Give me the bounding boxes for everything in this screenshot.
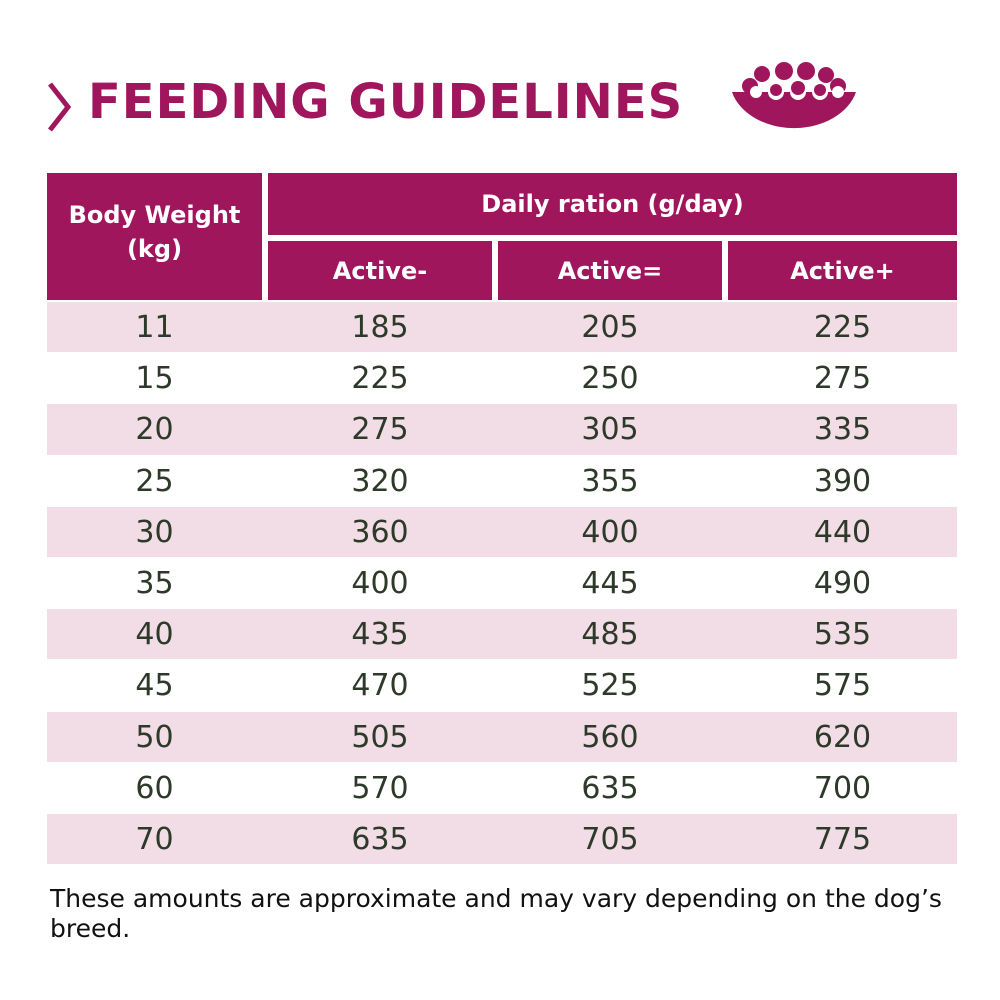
column-header: Active+ <box>728 241 957 300</box>
column-header: Body Weight (kg) <box>47 173 262 300</box>
ration-cell: 185 <box>351 310 409 346</box>
weight-cell: 70 <box>135 822 174 858</box>
ration-cell: 570 <box>351 770 409 806</box>
ration-cell: 490 <box>813 566 872 602</box>
weight-cell: 45 <box>135 668 174 704</box>
ration-cell: 320 <box>351 463 409 499</box>
weight-cell: 60 <box>135 770 174 806</box>
group-header: Daily ration (g/day) <box>268 173 957 235</box>
weight-cell: 40 <box>135 617 174 653</box>
footnote: These amounts are approximate and may va… <box>50 884 942 943</box>
weight-cell: 50 <box>135 719 174 755</box>
ration-cell: 635 <box>581 770 639 806</box>
weight-cell: 11 <box>135 310 174 346</box>
ration-cell: 525 <box>581 668 639 704</box>
ration-cell: 700 <box>813 770 872 806</box>
column-header: Active= <box>498 241 722 300</box>
column-header: Active- <box>268 241 492 300</box>
weight-cell: 35 <box>135 566 174 602</box>
ration-cell: 445 <box>581 566 639 602</box>
ration-cell: 535 <box>813 617 872 653</box>
title: FEEDING GUIDELINES <box>88 74 684 130</box>
weight-cell: 20 <box>135 412 174 448</box>
ration-cell: 225 <box>813 310 872 346</box>
ration-cell: 440 <box>813 514 872 550</box>
row-band <box>47 404 957 455</box>
ration-cell: 305 <box>581 412 639 448</box>
row-band <box>47 609 957 660</box>
ration-cell: 560 <box>581 719 639 755</box>
row-band <box>47 302 957 353</box>
bowl-icon <box>732 62 856 129</box>
ration-cell: 505 <box>351 719 409 755</box>
row-band <box>47 506 957 557</box>
ration-cell: 435 <box>351 617 409 653</box>
ration-cell: 335 <box>813 412 872 448</box>
ration-cell: 275 <box>813 361 872 397</box>
ration-cell: 250 <box>581 361 639 397</box>
ration-cell: 205 <box>581 310 639 346</box>
ration-cell: 400 <box>351 566 409 602</box>
ration-cell: 390 <box>813 463 872 499</box>
weight-cell: 30 <box>135 514 174 550</box>
ration-cell: 355 <box>581 463 639 499</box>
row-band <box>47 814 957 865</box>
chevron-icon <box>48 82 72 132</box>
ration-cell: 635 <box>351 822 409 858</box>
ration-cell: 225 <box>351 361 409 397</box>
ration-cell: 400 <box>581 514 639 550</box>
ration-cell: 775 <box>813 822 872 858</box>
ration-cell: 575 <box>813 668 872 704</box>
ration-cell: 360 <box>351 514 409 550</box>
weight-cell: 25 <box>135 463 174 499</box>
ration-cell: 620 <box>813 719 872 755</box>
row-band <box>47 711 957 762</box>
ration-cell: 705 <box>581 822 639 858</box>
ration-cell: 275 <box>351 412 409 448</box>
ration-cell: 485 <box>581 617 639 653</box>
weight-cell: 15 <box>135 361 174 397</box>
ration-cell: 470 <box>351 668 409 704</box>
